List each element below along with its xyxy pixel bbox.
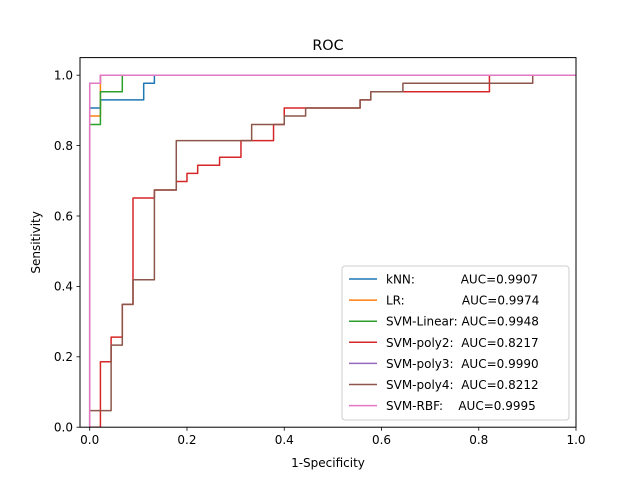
x-tick-label: 0.6 xyxy=(372,433,391,447)
chart-title: ROC xyxy=(312,38,343,54)
y-axis-ticks: 0.0 0.2 0.4 0.6 0.8 1.0 xyxy=(54,69,80,435)
y-axis-label: Sensitivity xyxy=(29,211,43,273)
x-tick-label: 1.0 xyxy=(566,433,585,447)
plot-frame xyxy=(79,57,577,428)
y-tick-label: 0.0 xyxy=(54,421,73,435)
roc-curve-7 xyxy=(88,74,576,428)
legend-label: SVM-poly4: AUC=0.8212 xyxy=(386,378,539,392)
legend-label: SVM-poly2: AUC=0.8217 xyxy=(386,336,539,350)
roc-curves xyxy=(88,74,576,428)
y-tick-label: 0.6 xyxy=(54,209,73,223)
legend: kNN: AUC=0.9907 LR: AUC=0.9974 SVM-Linear:… xyxy=(341,265,570,421)
x-axis-ticks: 0.0 0.2 0.4 0.6 0.8 1.0 xyxy=(80,427,586,447)
x-tick-label: 0.4 xyxy=(275,433,294,447)
y-tick-label: 0.2 xyxy=(54,350,73,364)
legend-label: SVM-Linear: AUC=0.9948 xyxy=(386,315,539,329)
roc-curve-1 xyxy=(88,74,576,428)
legend-label: SVM-RBF: AUC=0.9995 xyxy=(386,399,536,413)
y-tick-label: 1.0 xyxy=(54,69,73,83)
x-tick-label: 0.0 xyxy=(80,433,99,447)
roc-curve-6 xyxy=(88,74,576,428)
legend-label: kNN: AUC=0.9907 xyxy=(386,273,538,287)
legend-box xyxy=(341,265,570,421)
x-tick-label: 0.8 xyxy=(469,433,488,447)
y-tick-label: 0.8 xyxy=(54,139,73,153)
legend-label: LR: AUC=0.9974 xyxy=(386,294,539,308)
x-tick-label: 0.2 xyxy=(177,433,196,447)
x-axis-label: 1-Specificity xyxy=(291,456,365,470)
y-tick-label: 0.4 xyxy=(54,280,73,294)
legend-label: SVM-poly3: AUC=0.9990 xyxy=(386,357,539,371)
